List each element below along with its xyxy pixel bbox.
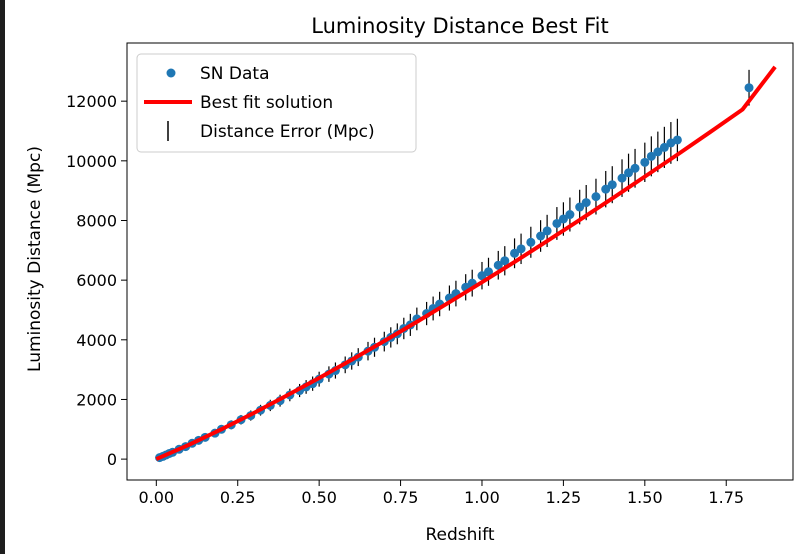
data-point [558, 214, 568, 224]
data-point [617, 173, 627, 183]
data-point [601, 184, 611, 194]
data-point [542, 226, 552, 236]
data-point [575, 202, 585, 212]
axis-ticks: 0.00 0.25 0.50 0.75 1.00 1.25 1.50 1.75 0 2000 400… [66, 92, 744, 507]
y-tick-label: 4000 [76, 331, 117, 350]
data-point [493, 260, 503, 270]
data-point [659, 142, 669, 152]
data-point [536, 231, 546, 241]
best-fit-line-group [155, 65, 777, 461]
data-point [630, 163, 640, 173]
plot-area-frame [126, 42, 794, 481]
data-point [744, 83, 754, 93]
legend-label-best-fit: Best fit solution [200, 93, 333, 113]
data-point [500, 256, 510, 266]
data-point [624, 168, 634, 178]
data-point [552, 218, 562, 228]
legend-label-sn-data: SN Data [200, 64, 270, 84]
x-tick-label: 1.50 [627, 488, 663, 507]
data-point [672, 135, 682, 145]
legend-label-distance-error: Distance Error (Mpc) [200, 122, 375, 142]
y-tick-label: 8000 [76, 211, 117, 230]
luminosity-distance-chart: Luminosity Distance Best Fit Redshift Lu… [25, 14, 794, 545]
data-point [483, 267, 493, 277]
data-point [591, 192, 601, 202]
x-tick-label: 0.25 [220, 488, 256, 507]
data-point [640, 157, 650, 167]
data-point [565, 210, 575, 220]
figure-canvas: Luminosity Distance Best Fit Redshift Lu… [5, 0, 804, 554]
y-tick-label: 6000 [76, 271, 117, 290]
data-point [581, 198, 591, 208]
legend-box [136, 53, 417, 153]
data-point [516, 244, 526, 254]
data-point [510, 248, 520, 258]
data-point [526, 237, 536, 247]
data-point [646, 151, 656, 161]
data-point [477, 271, 487, 281]
x-axis-label: Redshift [425, 525, 494, 545]
x-tick-label: 1.25 [546, 488, 582, 507]
chart-title: Luminosity Distance Best Fit [311, 14, 609, 38]
x-tick-label: 1.75 [708, 488, 744, 507]
y-tick-label: 2000 [76, 390, 117, 409]
y-tick-label: 12000 [66, 92, 117, 111]
x-tick-label: 0.00 [138, 488, 174, 507]
y-tick-label: 10000 [66, 152, 117, 171]
x-tick-label: 0.75 [383, 488, 419, 507]
x-tick-label: 1.00 [464, 488, 500, 507]
legend: SN Data Best fit solution Distance Error… [136, 53, 417, 153]
x-tick-label: 0.50 [301, 488, 337, 507]
best-fit-line [155, 65, 777, 461]
y-tick-label: 0 [107, 450, 117, 469]
legend-marker-sn-data [166, 68, 176, 78]
data-point [607, 180, 617, 190]
data-point [653, 147, 663, 157]
y-axis-label: Luminosity Distance (Mpc) [25, 146, 45, 372]
